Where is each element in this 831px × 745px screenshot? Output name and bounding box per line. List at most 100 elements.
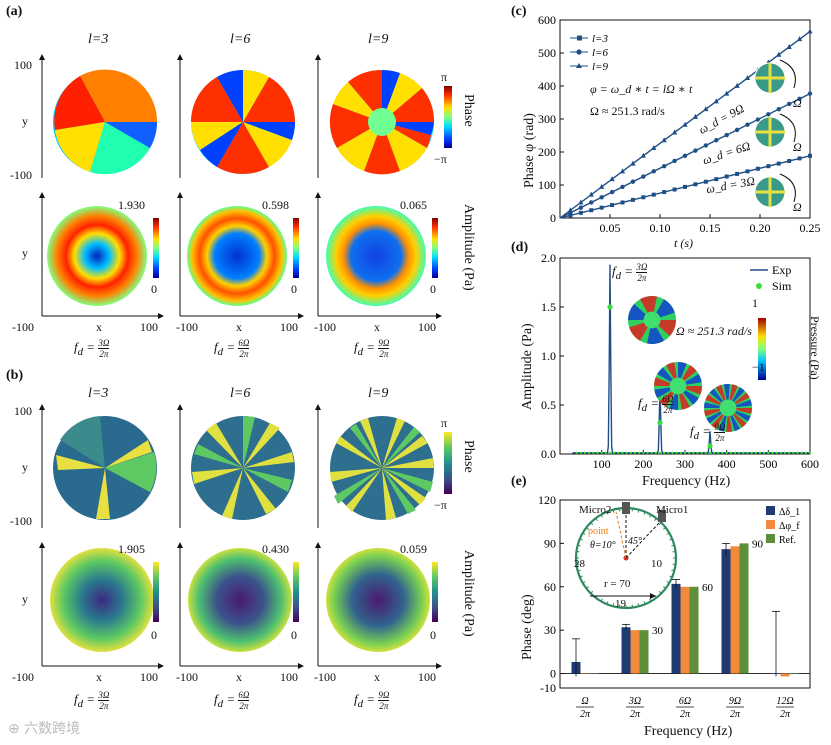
chart-d: 0.0 0.5 1.0 1.5 2.0 100 200 300 400 500 600 Exp Sim xyxy=(541,251,819,471)
d-sim-base-370 xyxy=(712,451,716,455)
a-amp-l9 xyxy=(315,192,442,319)
c-inset-arrow-1 xyxy=(779,113,796,143)
e-45: 45° xyxy=(628,536,642,547)
c-xtick-label-3: 0.20 xyxy=(750,221,771,235)
e-inset-mic2 xyxy=(622,502,630,514)
b-amp-y-label: y xyxy=(22,592,28,606)
a-y100: 100 xyxy=(14,58,32,72)
d-sim-base-350 xyxy=(704,451,708,455)
b-phase-label: Phase xyxy=(461,440,476,473)
d-sim-base-510 xyxy=(771,451,774,455)
d-sim-base-320 xyxy=(692,451,695,455)
d-sim-base-310 xyxy=(687,451,691,455)
d-sim-base-530 xyxy=(779,451,783,455)
c-inset-stripe-1 xyxy=(755,117,785,147)
e-inset-tick-18 xyxy=(590,590,594,594)
d-sim-base-250 xyxy=(662,451,666,455)
e-cat-num-2: 6Ω xyxy=(679,696,691,707)
d-sim-pt-1 xyxy=(657,420,663,426)
d-ytick-label-2: 1.0 xyxy=(541,349,556,363)
d-sim-base-230 xyxy=(654,451,658,455)
panel-label-c: (c) xyxy=(511,4,527,19)
a-pi: π xyxy=(441,70,448,84)
a-zero-2: 0 xyxy=(291,282,297,296)
c-pt-2-6 xyxy=(619,168,626,174)
e-inset-tick-45 xyxy=(669,538,673,541)
e-ytick-label-2: 30 xyxy=(544,623,556,637)
c-xtick-label-0: 0.05 xyxy=(600,221,621,235)
a-xneg100-3: -100 xyxy=(314,320,336,334)
panel-label-b: (b) xyxy=(6,368,24,383)
c-pt-0-18 xyxy=(745,169,750,174)
e-inset-tick-8 xyxy=(649,598,652,602)
c-pt-2-8 xyxy=(640,152,646,158)
col-title-a2: l=6 xyxy=(230,32,251,47)
c-pt-1-12 xyxy=(682,153,688,158)
e-ref-label-0: 30 xyxy=(652,625,664,637)
d-sim-base-590 xyxy=(804,451,808,455)
c-pt-1-3 xyxy=(589,200,594,205)
c-pt-1-20 xyxy=(766,112,771,117)
c-pt-0-10 xyxy=(662,190,667,195)
c-pt-1-14 xyxy=(703,143,709,148)
e-ytick-label-0: -10 xyxy=(540,681,556,695)
d-sim-base-400 xyxy=(725,451,728,455)
b-fd-2: fd = 6Ω 2π xyxy=(214,690,250,711)
d-xtick-label-2: 300 xyxy=(676,457,694,471)
d-disk-core-1 xyxy=(669,377,687,395)
e-inset-tick-2 xyxy=(671,569,675,572)
c-pt-2-16 xyxy=(724,90,730,96)
c-pt-0-4 xyxy=(599,205,604,210)
d-sim-base-130 xyxy=(612,451,616,455)
e-micro2: Micro2 xyxy=(579,504,612,516)
e-cat-den-0: 2π xyxy=(580,709,591,720)
e-legend-swatch-2 xyxy=(766,534,775,543)
b-xneg100-1: -100 xyxy=(12,670,34,684)
c-pt-1-6 xyxy=(620,184,625,190)
c-pt-1-7 xyxy=(630,179,636,184)
e-inset-tick-43 xyxy=(662,527,666,530)
e-inset-tick-39 xyxy=(643,511,646,515)
d-sim-base-170 xyxy=(629,451,633,455)
d-cb-min: −1 xyxy=(752,360,765,374)
b-max-3: 0.059 xyxy=(400,542,427,556)
d-xtick-label-3: 400 xyxy=(718,457,736,471)
b-phase-l6 xyxy=(177,404,295,528)
a-phase-l9 xyxy=(315,54,435,178)
e-inset-mic1 xyxy=(658,510,666,522)
d-sim-base-260 xyxy=(667,451,670,455)
a-xneg100-2: -100 xyxy=(176,320,198,334)
c-ytick-label-6: 600 xyxy=(538,13,556,27)
a-amp-l3 xyxy=(39,192,164,319)
d-sim-base-280 xyxy=(675,451,678,455)
d-sim-base-430 xyxy=(737,451,741,455)
b-max-2: 0.430 xyxy=(262,542,289,556)
b-x-label-2: x xyxy=(236,670,242,684)
e-cat-den-3: 2π xyxy=(730,709,741,720)
c-pt-0-3 xyxy=(589,208,594,213)
c-pt-2-21 xyxy=(776,51,782,57)
a-x-label-2: x xyxy=(236,320,242,334)
c-legend-text-0: l=3 xyxy=(592,33,608,45)
b-x100-2: 100 xyxy=(280,670,298,684)
b-phase-colorbar xyxy=(444,432,452,494)
c-pt-2-17 xyxy=(734,82,740,88)
d-sim-base-270 xyxy=(671,451,674,455)
d-ylabel: Amplitude (Pa) xyxy=(520,323,535,410)
e-ytick-label-3: 60 xyxy=(544,580,556,594)
c-pt-2-4 xyxy=(599,183,605,189)
d-sim-base-450 xyxy=(746,451,749,455)
d-colorbar xyxy=(758,318,766,380)
d-sim-pt-0 xyxy=(607,304,613,310)
b-fd-3: fd = 9Ω 2π xyxy=(354,690,390,711)
a-phase-l6 xyxy=(177,54,296,178)
d-sim-base-570 xyxy=(796,451,799,455)
d-legend-exp: Exp xyxy=(772,263,791,277)
d-sim-base-300 xyxy=(683,451,687,455)
c-eq2: Ω ≈ 251.3 rad/s xyxy=(590,104,665,118)
a-phase-colorbar xyxy=(444,86,452,148)
b-phase-l3 xyxy=(39,404,157,528)
e-bar-0-3 xyxy=(721,549,731,674)
d-sim-base-100 xyxy=(600,451,603,455)
c-ytick-label-5: 500 xyxy=(538,46,556,60)
